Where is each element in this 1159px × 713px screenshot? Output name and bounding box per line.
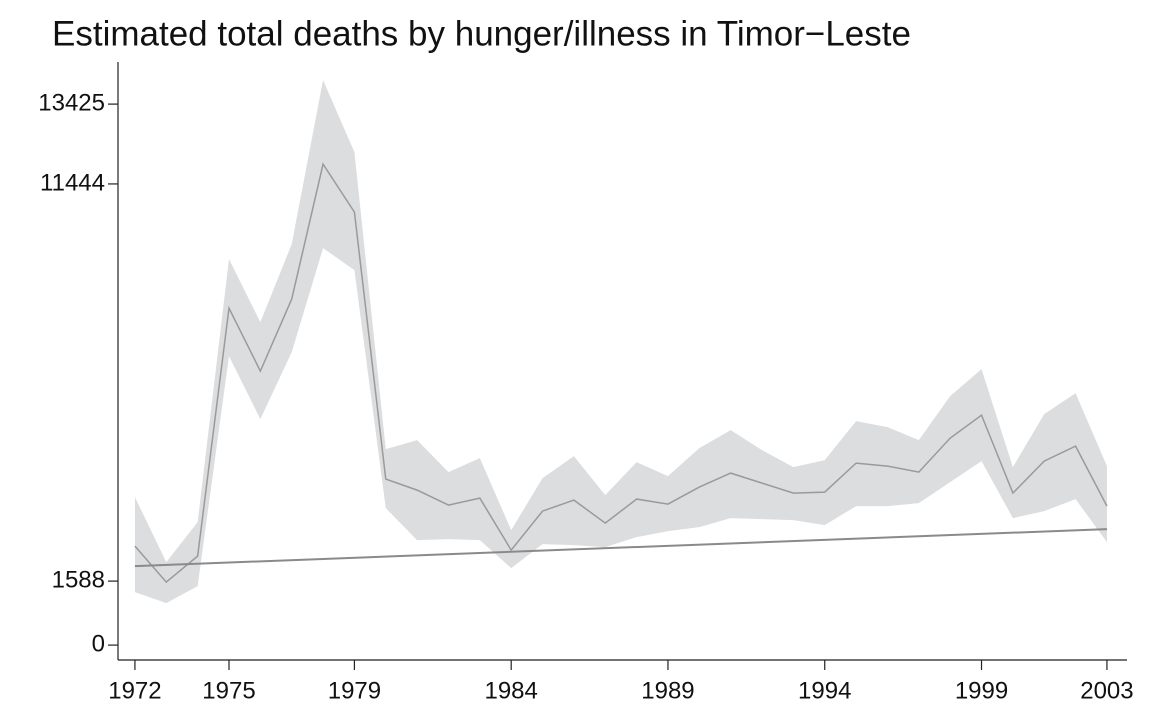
x-tick-label: 1994 — [798, 677, 851, 704]
x-tick-label: 1984 — [484, 677, 537, 704]
y-tick-label: 11444 — [40, 169, 105, 196]
x-tick-label: 1999 — [955, 677, 1008, 704]
x-tick-label: 1979 — [328, 677, 381, 704]
x-tick-label: 2003 — [1080, 677, 1133, 704]
y-tick-label: 13425 — [38, 89, 105, 116]
x-tick-label: 1989 — [641, 677, 694, 704]
chart-title: Estimated total deaths by hunger/illness… — [52, 14, 911, 53]
line — [134, 162, 1108, 584]
y-tick-label: 1588 — [52, 566, 105, 593]
x-tick-label: 1972 — [108, 677, 161, 704]
y-tick-label: 0 — [92, 630, 105, 657]
line — [134, 528, 1107, 568]
confidence-band — [134, 80, 1107, 604]
x-tick-label: 1975 — [202, 677, 255, 704]
